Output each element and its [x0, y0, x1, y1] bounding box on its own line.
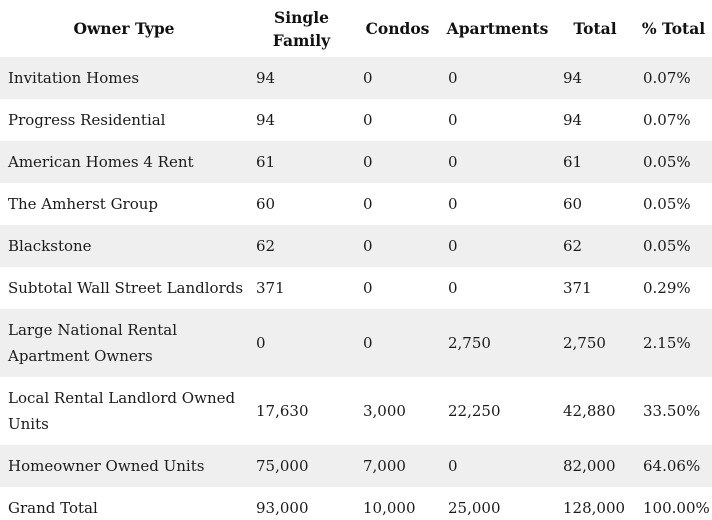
- owner-type-cell: The Amherst Group: [8, 195, 159, 213]
- value-cell: 22,250: [448, 402, 501, 420]
- value-cell: 33.50%: [643, 402, 701, 420]
- value-cell: 7,000: [363, 457, 406, 475]
- value-cell: 0: [363, 195, 373, 213]
- value-cell: 0: [363, 111, 373, 129]
- table-row: Invitation Homes 94 0 0 94 0.07%: [0, 57, 712, 99]
- value-cell: 2.15%: [643, 334, 691, 352]
- value-cell: 2,750: [563, 334, 606, 352]
- value-cell: 0: [448, 69, 458, 87]
- value-cell: 94: [256, 69, 276, 87]
- table-row: Grand Total 93,000 10,000 25,000 128,000 100.…: [0, 487, 712, 520]
- column-header-label: Owner Type: [73, 19, 175, 38]
- owner-type-cell: Blackstone: [8, 237, 92, 255]
- table-row: Homeowner Owned Units 75,000 7,000 0 82,000 6…: [0, 445, 712, 487]
- column-header-total: Total: [555, 0, 635, 57]
- value-cell: 0: [363, 237, 373, 255]
- value-cell: 0: [448, 279, 458, 297]
- column-header-single-family: Single Family: [248, 0, 355, 57]
- value-cell: 128,000: [563, 499, 626, 517]
- column-header-label: Single Family: [272, 7, 331, 50]
- value-cell: 0.05%: [643, 195, 691, 213]
- value-cell: 371: [563, 279, 592, 297]
- value-cell: 60: [563, 195, 583, 213]
- value-cell: 0: [363, 279, 373, 297]
- owner-type-cell: Subtotal Wall Street Landlords: [8, 279, 244, 297]
- value-cell: 17,630: [256, 402, 309, 420]
- value-cell: 94: [256, 111, 276, 129]
- value-cell: 75,000: [256, 457, 309, 475]
- header-row: Owner Type Single Family Condos Apartments T…: [0, 0, 712, 57]
- value-cell: 0.05%: [643, 237, 691, 255]
- column-header-condos: Condos: [355, 0, 440, 57]
- column-header-owner-type: Owner Type: [0, 0, 248, 57]
- table-row: Blackstone 62 0 0 62 0.05%: [0, 225, 712, 267]
- value-cell: 61: [256, 153, 276, 171]
- value-cell: 0: [448, 153, 458, 171]
- column-header--total: % Total: [635, 0, 712, 57]
- table-row: American Homes 4 Rent 61 0 0 61 0.05%: [0, 141, 712, 183]
- value-cell: 0: [256, 334, 266, 352]
- table-row: Subtotal Wall Street Landlords 371 0 0 371 0.…: [0, 267, 712, 309]
- value-cell: 0: [363, 69, 373, 87]
- value-cell: 0.07%: [643, 69, 691, 87]
- value-cell: 62: [256, 237, 276, 255]
- value-cell: 82,000: [563, 457, 616, 475]
- value-cell: 62: [563, 237, 583, 255]
- column-header-label: Total: [573, 19, 617, 38]
- value-cell: 10,000: [363, 499, 416, 517]
- column-header-label: Condos: [365, 19, 430, 38]
- value-cell: 61: [563, 153, 583, 171]
- value-cell: 0.07%: [643, 111, 691, 129]
- table-row: Progress Residential 94 0 0 94 0.07%: [0, 99, 712, 141]
- value-cell: 0: [448, 237, 458, 255]
- value-cell: 0.29%: [643, 279, 691, 297]
- owner-type-cell: Homeowner Owned Units: [8, 457, 205, 475]
- owner-type-cell: Grand Total: [8, 499, 98, 517]
- table-row: Local Rental Landlord Owned Units 17,630 3…: [0, 377, 712, 445]
- value-cell: 371: [256, 279, 285, 297]
- value-cell: 3,000: [363, 402, 406, 420]
- owner-type-cell: American Homes 4 Rent: [8, 153, 194, 171]
- value-cell: 42,880: [563, 402, 616, 420]
- column-header-apartments: Apartments: [440, 0, 555, 57]
- value-cell: 93,000: [256, 499, 309, 517]
- value-cell: 94: [563, 69, 583, 87]
- value-cell: 0: [363, 153, 373, 171]
- owner-type-cell: Progress Residential: [8, 111, 166, 129]
- value-cell: 60: [256, 195, 276, 213]
- value-cell: 64.06%: [643, 457, 701, 475]
- value-cell: 0: [448, 457, 458, 475]
- value-cell: 0.05%: [643, 153, 691, 171]
- value-cell: 2,750: [448, 334, 491, 352]
- owner-type-cell: Invitation Homes: [8, 69, 140, 87]
- value-cell: 25,000: [448, 499, 501, 517]
- column-header-label: Apartments: [446, 19, 549, 38]
- owner-type-cell: Local Rental Landlord Owned Units: [8, 389, 236, 433]
- table-header: Owner Type Single Family Condos Apartments T…: [0, 0, 712, 57]
- column-header-label: % Total: [641, 19, 706, 38]
- owner-type-cell: Large National Rental Apartment Owners: [8, 321, 178, 365]
- table-row: The Amherst Group 60 0 0 60 0.05%: [0, 183, 712, 225]
- value-cell: 94: [563, 111, 583, 129]
- value-cell: 0: [363, 334, 373, 352]
- table-row: Large National Rental Apartment Owners 0 0…: [0, 309, 712, 377]
- value-cell: 0: [448, 111, 458, 129]
- value-cell: 100.00%: [643, 499, 710, 517]
- table-body: Invitation Homes 94 0 0 94 0.07% Progress Resi…: [0, 57, 712, 520]
- value-cell: 0: [448, 195, 458, 213]
